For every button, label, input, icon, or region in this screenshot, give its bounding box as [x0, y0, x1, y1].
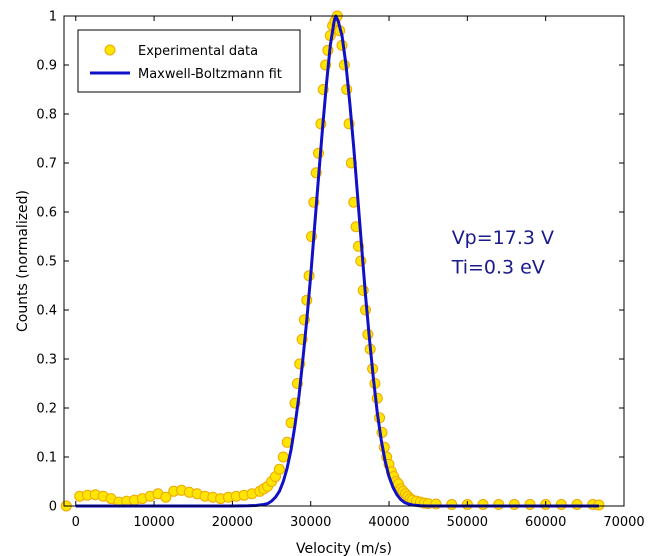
legend-box: [77, 29, 301, 93]
data-point: [160, 491, 172, 503]
y-tick-label: 0.1: [36, 451, 57, 466]
x-tick-label: 40000: [368, 515, 409, 530]
x-tick-label: 0: [72, 515, 80, 530]
y-axis-label: Counts (normalized): [15, 190, 31, 332]
annotation-plasma-potential: Vp=17.3 V: [452, 227, 554, 249]
y-tick-label: 1: [49, 10, 57, 25]
annotation-ion-temperature: Ti=0.3 eV: [451, 256, 545, 278]
y-tick-label: 0.4: [36, 304, 57, 319]
legend-label-fit: Maxwell-Boltzmann fit: [138, 67, 282, 82]
marks-layer: [60, 10, 605, 512]
legend-marker-experimental-data: [104, 44, 116, 56]
y-tick-label: 0.7: [36, 157, 57, 172]
y-tick-label: 0.3: [36, 353, 57, 368]
data-point: [273, 463, 285, 475]
y-tick-label: 0.9: [36, 59, 57, 74]
x-tick-label: 30000: [290, 515, 331, 530]
x-tick-label: 70000: [603, 515, 644, 530]
x-tick-label: 20000: [212, 515, 253, 530]
x-tick-label: 60000: [525, 515, 566, 530]
y-tick-label: 0.5: [36, 255, 57, 270]
y-tick-label: 0.8: [36, 108, 57, 123]
legend: Experimental data Maxwell-Boltzmann fit: [77, 29, 301, 93]
x-axis-label: Velocity (m/s): [296, 541, 392, 556]
y-tick-label: 0.6: [36, 206, 57, 221]
legend-label-experimental-data: Experimental data: [138, 44, 258, 59]
ticks-layer: 0 10000 20000 30000 40000 50000 60000 70000 0 0.1…: [36, 10, 644, 531]
data-point: [277, 451, 289, 463]
series-line-maxwell-boltzmann-fit: [75, 14, 599, 508]
plot-area: [64, 16, 624, 506]
y-tick-label: 0.2: [36, 402, 57, 417]
x-tick-label: 10000: [133, 515, 174, 530]
x-tick-label: 50000: [447, 515, 488, 530]
y-tick-label: 0: [49, 500, 57, 515]
